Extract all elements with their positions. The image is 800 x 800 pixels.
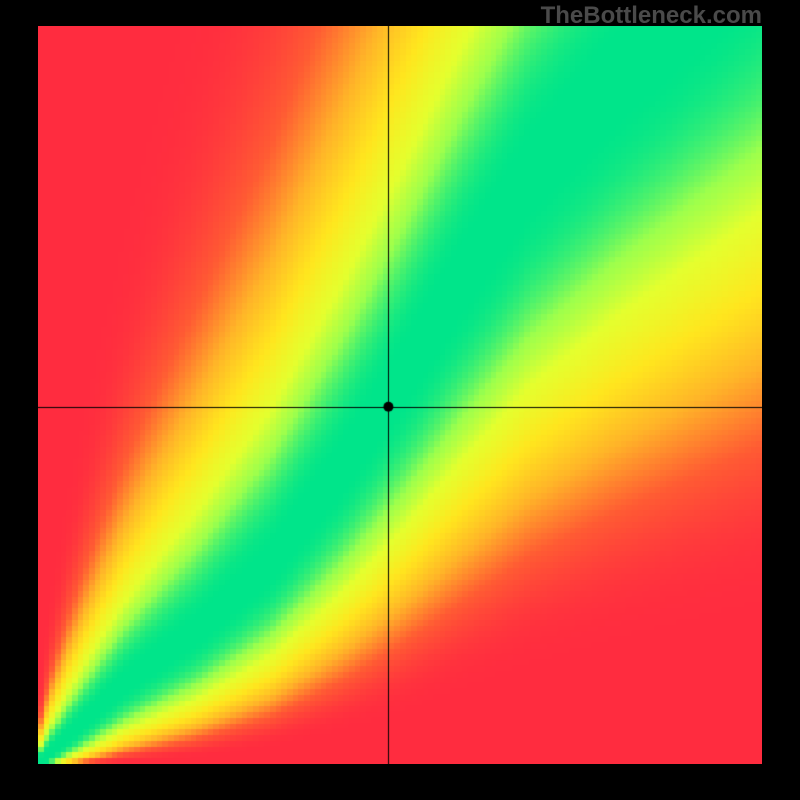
chart-container: TheBottleneck.com — [0, 0, 800, 800]
watermark-text: TheBottleneck.com — [541, 2, 762, 30]
bottleneck-heatmap — [38, 26, 762, 764]
